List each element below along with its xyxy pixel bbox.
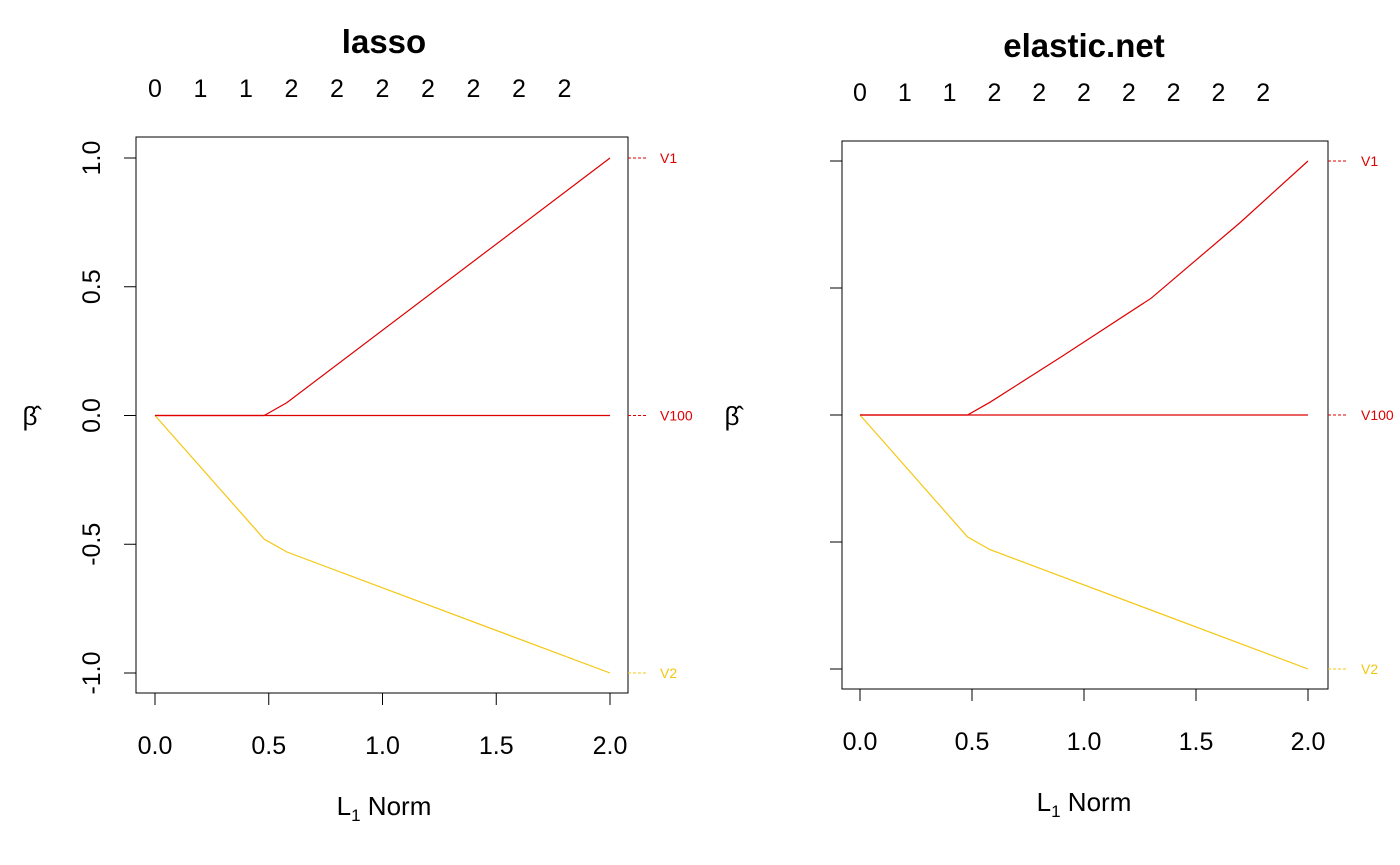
series-line-v1 (860, 160, 1309, 416)
y-tick-label: 0.5 (78, 269, 106, 304)
end-label-v100: V100 (660, 408, 693, 424)
x-tick-label: 2.0 (1291, 728, 1326, 756)
series-end-labels: V1 V2 V100 (628, 150, 693, 681)
x-axis-label: L1 Norm (337, 791, 432, 825)
x-tick-label: 1.0 (365, 732, 400, 760)
top-tick-label: 1 (898, 79, 912, 107)
top-tick-label: 2 (1211, 79, 1225, 107)
x-tick-label: 0.5 (251, 732, 286, 760)
y-tick-label: 1.0 (78, 141, 106, 176)
axes: 0.0 0.5 1.0 1.5 2.0 -1.0 -0.5 0.0 0.5 1.0 0 1 1 2 2 2 2 2… (78, 75, 627, 760)
x-axis-label: L1 Norm (1037, 787, 1132, 821)
axes: 0.00.51.01.52.0-1.0-0.50.00.51.001122222… (830, 79, 1326, 756)
elastic-net-panel: elastic.net L1 Norm β̂ 0.00.51.01.52.0-1… (700, 0, 1400, 865)
series-end-labels: V1 V2 V100 (1328, 153, 1394, 677)
top-tick-label: 2 (1256, 79, 1270, 107)
top-tick-label: 2 (1077, 79, 1091, 107)
top-tick-label: 2 (987, 79, 1001, 107)
y-axis-label: β̂ (725, 401, 745, 431)
x-tick-label: 1.0 (1067, 728, 1102, 756)
top-tick-label: 2 (285, 75, 299, 103)
end-label-v2: V2 (1361, 661, 1378, 677)
end-label-v100: V100 (1361, 407, 1394, 423)
x-tick-label: 0.5 (955, 728, 990, 756)
y-axis-label: β̂ (23, 401, 43, 431)
top-tick-label: 0 (853, 79, 867, 107)
elastic-net-chart: elastic.net L1 Norm β̂ 0.00.51.01.52.0-1… (725, 27, 1394, 821)
chart-title: lasso (342, 23, 426, 60)
top-tick-label: 0 (148, 75, 162, 103)
end-label-v1: V1 (1361, 153, 1378, 169)
x-tick-label: 1.5 (479, 732, 514, 760)
series-line-v1 (155, 157, 611, 417)
top-tick-label: 2 (512, 75, 526, 103)
y-tick-label: 0.0 (78, 398, 106, 433)
top-tick-label: 2 (558, 75, 572, 103)
x-tick-label: 0.0 (843, 728, 878, 756)
series-lines (154, 157, 611, 674)
top-tick-label: 2 (1122, 79, 1136, 107)
top-tick-label: 2 (1032, 79, 1046, 107)
x-tick-label: 0.0 (138, 732, 173, 760)
lasso-chart: lasso L1 Norm β̂ 0.0 0.5 1.0 1.5 2.0 -1.0 -0.5… (23, 23, 693, 825)
x-tick-label: 1.5 (1179, 728, 1214, 756)
top-tick-label: 2 (1167, 79, 1181, 107)
top-tick-label: 1 (194, 75, 208, 103)
top-tick-label: 1 (943, 79, 957, 107)
series-line-v2 (859, 414, 1309, 670)
end-label-v1: V1 (660, 150, 677, 166)
top-tick-label: 2 (376, 75, 390, 103)
top-tick-label: 2 (467, 75, 481, 103)
top-tick-label: 2 (330, 75, 344, 103)
lasso-panel: lasso L1 Norm β̂ 0.0 0.5 1.0 1.5 2.0 -1.0 -0.5… (23, 23, 693, 825)
x-tick-label: 2.0 (593, 732, 628, 760)
series-lines (859, 160, 1309, 670)
chart-title: elastic.net (1003, 27, 1164, 64)
series-line-v2 (154, 415, 611, 674)
end-label-v2: V2 (660, 665, 677, 681)
top-tick-label: 1 (239, 75, 253, 103)
y-tick-label: -0.5 (78, 523, 106, 566)
y-tick-label: -1.0 (78, 651, 106, 694)
top-tick-label: 2 (421, 75, 435, 103)
